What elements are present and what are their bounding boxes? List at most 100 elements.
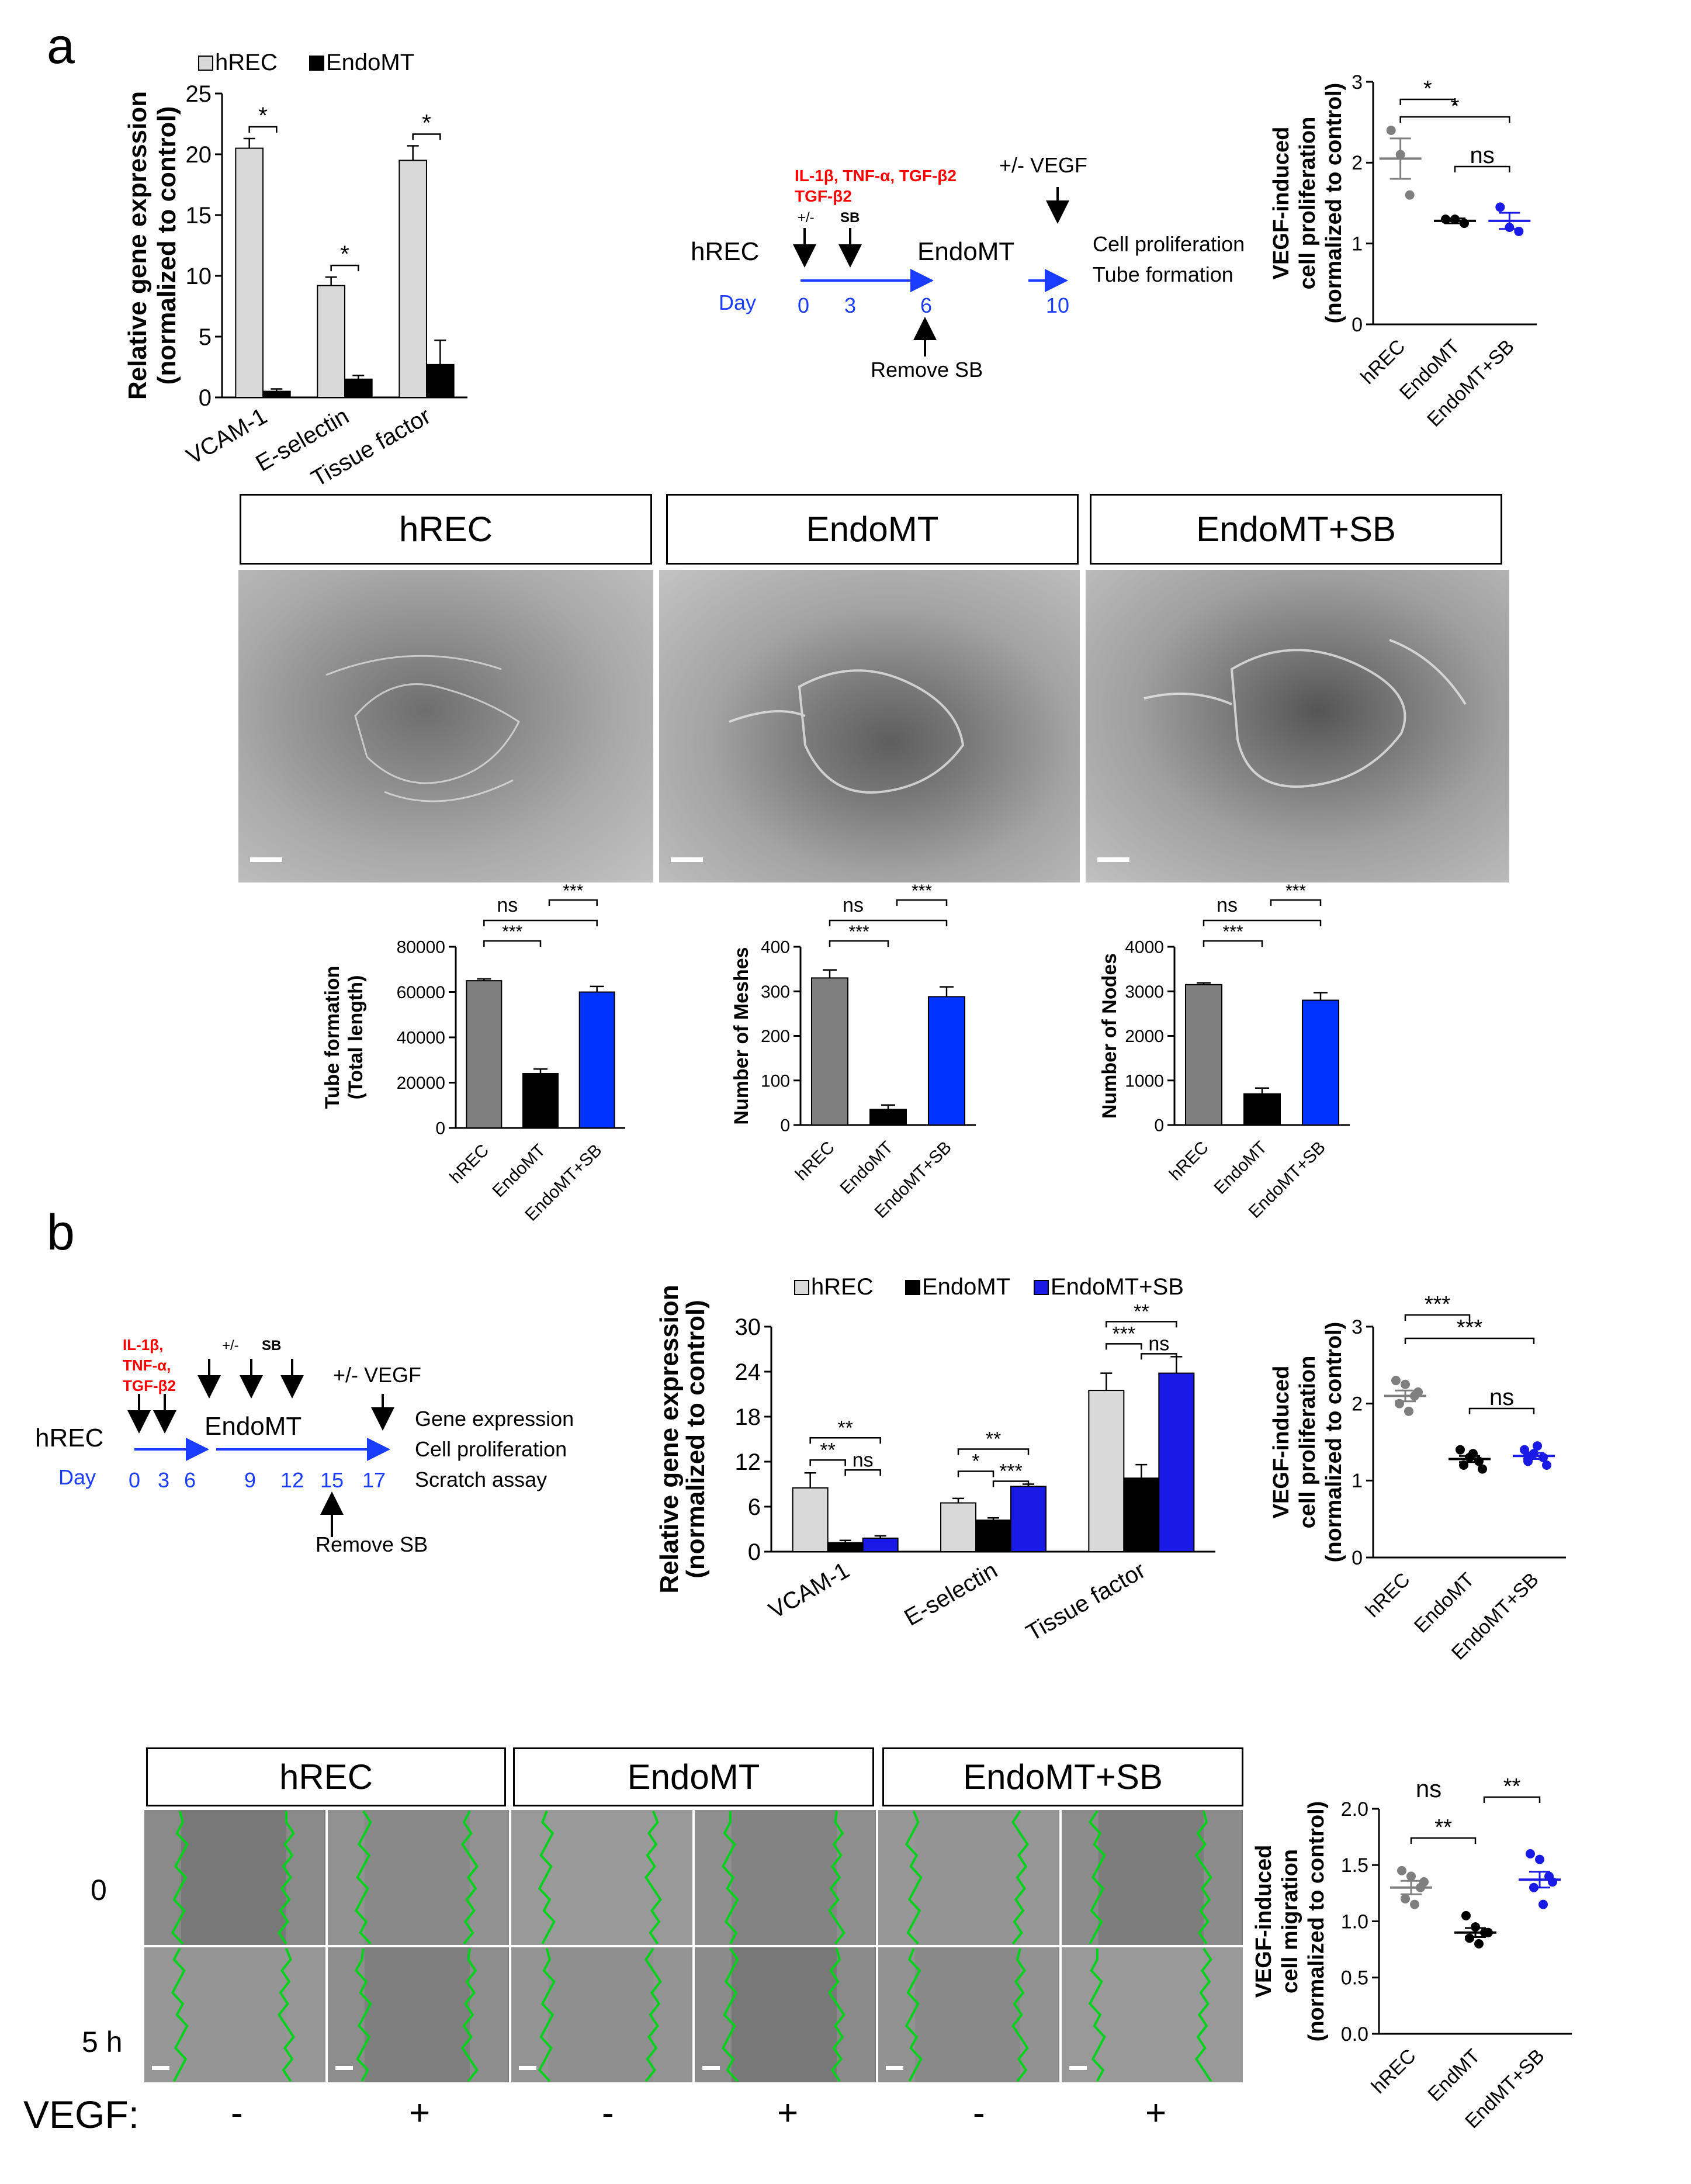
a_tube_length-category-label: hREC <box>446 1141 493 1188</box>
a_gene-sig-bracket <box>412 133 441 140</box>
schematic-b-readout-3: Scratch assay <box>415 1467 547 1491</box>
scratch-micrograph-grid <box>144 1810 1243 2082</box>
tube-micrograph-hrec <box>238 570 653 882</box>
scratch-front-line <box>1088 1948 1106 2082</box>
scratch-front-line <box>460 1948 479 2082</box>
b_gene-sig-label: * <box>972 1451 979 1473</box>
b_migration-sig-bracket <box>1410 1837 1477 1844</box>
vegf-sign-1: - <box>231 2093 243 2133</box>
b_migration-y-tick-label: 2.0 <box>1341 1798 1368 1820</box>
b_migration-data-point <box>1419 1877 1429 1887</box>
a_tube_length-y-tick-label: 60000 <box>397 983 445 1002</box>
scratch-tile <box>878 1947 1059 2082</box>
b_prolif-data-point <box>1401 1379 1410 1389</box>
vegf-sign-6: + <box>1145 2093 1167 2133</box>
b_prolif-y-tick-label: 0 <box>1352 1547 1363 1569</box>
a_nodes-y-tick-label: 1000 <box>1125 1071 1164 1091</box>
a_meshes-bar <box>869 1109 907 1126</box>
gene-expression-chart-b: 0 6 12 18 24 30 Relative gene expression(norma… <box>655 1274 1215 1646</box>
a_gene-bar <box>317 285 346 399</box>
b_migration-y-label: cell migration <box>1278 1849 1302 1993</box>
a_prolif-y-label: VEGF-induced <box>1269 127 1294 280</box>
b_gene-category-label: VCAM-1 <box>764 1557 854 1624</box>
b_migration-data-point <box>1401 1894 1410 1903</box>
scratch-front-line <box>1011 1948 1029 2082</box>
b_migration-y-tick-label: 0.0 <box>1341 2023 1368 2045</box>
a_gene-y-label: Relative gene expression <box>123 91 152 400</box>
b_prolif-data-point <box>1533 1441 1542 1451</box>
migration-chart-b: 0.0 0.5 1.0 1.5 2.0 VEGF-induced cell migratio… <box>1252 1774 1572 2133</box>
scratch-front-line <box>644 1811 662 1945</box>
scratch-cell-layer <box>511 1810 548 1945</box>
a_nodes-sig-label: *** <box>1222 922 1243 942</box>
scratch-cell-layer <box>469 1810 508 1945</box>
a_gene-y-tick-label: 0 <box>199 385 212 411</box>
a_meshes-category-label: hREC <box>792 1138 838 1185</box>
scratch-cell-layer <box>878 1810 915 1945</box>
b_prolif-sig-label: ns <box>1489 1385 1514 1410</box>
tube-label-hrec: hREC <box>240 494 652 565</box>
scratch-front-line <box>171 1811 189 1945</box>
a_nodes-sig-bracket <box>1203 940 1263 947</box>
schematic-a-start: hREC <box>691 237 759 266</box>
a_nodes-sig-label: ns <box>1217 894 1238 916</box>
a_tube_length-bar <box>578 991 615 1129</box>
schematic-b-cytokines-3: TGF-β2 <box>123 1377 176 1394</box>
b_migration-y-tick-label: 0.5 <box>1341 1967 1368 1989</box>
scratch-front-line <box>354 1948 372 2082</box>
a_meshes-y-tick-label: 0 <box>780 1116 790 1136</box>
b_migration-data-point <box>1465 1933 1474 1943</box>
b_migration-data-point <box>1538 1899 1548 1909</box>
a_gene-bar <box>426 364 455 399</box>
a_tube_length-sig-label: *** <box>563 881 583 901</box>
b_gene-category-label: Tissue factor <box>1022 1557 1150 1646</box>
scratch-front-line <box>538 1948 556 2082</box>
a_prolif-sig-bracket <box>1399 98 1456 105</box>
scale-bar <box>335 2066 353 2070</box>
b_migration-sig-label: ** <box>1503 1774 1521 1799</box>
schematic-b-day-6: 6 <box>184 1468 196 1492</box>
schematic-a: IL-1β, TNF-α, TGF-β2 TGF-β2 +/- SB hREC … <box>691 153 1245 382</box>
a_prolif-data-point <box>1405 190 1415 200</box>
scratch-front-line <box>354 1810 372 1945</box>
scratch-cell-layer <box>1020 1947 1058 2082</box>
schematic-b-day-0: 0 <box>129 1468 140 1492</box>
scratch-cell-layer <box>836 1810 875 1945</box>
a_nodes-bar <box>1302 999 1339 1126</box>
scratch-cell-layer <box>1203 1810 1242 1945</box>
b_prolif-data-point <box>1404 1406 1413 1416</box>
a_gene-sig-bracket <box>330 264 359 272</box>
a_tube_length-y-label: Tube formation <box>321 966 344 1109</box>
b_gene-legend-swatch <box>1034 1280 1049 1295</box>
schematic-a-readout-2: Tube formation <box>1093 262 1233 286</box>
schematic-b-day-label: Day <box>58 1465 96 1489</box>
a_tube_length-y-tick-label: 80000 <box>397 938 445 957</box>
a_meshes-y-tick-label: 200 <box>761 1027 790 1046</box>
schematic-a-readout-1: Cell proliferation <box>1093 232 1245 256</box>
scale-bar <box>519 2066 536 2070</box>
a_gene-y-tick-label: 15 <box>186 203 212 229</box>
a_gene-legend-label: hREC <box>215 50 278 75</box>
tube-label-endomt: EndoMT <box>666 494 1079 565</box>
schematic-b-day-15: 15 <box>320 1468 344 1492</box>
scratch-tile <box>328 1947 509 2082</box>
scratch-front-line <box>538 1811 556 1944</box>
b_gene-sig-bracket <box>844 1469 881 1476</box>
a_tube_length-sig-bracket <box>548 899 598 906</box>
schematic-b-day-17: 17 <box>362 1468 386 1492</box>
scratch-front-line <box>277 1948 295 2082</box>
a_tube_length-sig-bracket <box>483 940 542 947</box>
scratch-tile <box>695 1810 876 1945</box>
b_gene-category-label: E-selectin <box>900 1557 1002 1631</box>
b_prolif-sig-label: *** <box>1457 1316 1483 1340</box>
panel-label-b: b <box>47 1205 75 1261</box>
a_gene-y-tick-label: 20 <box>186 142 212 168</box>
schematic-a-pm: +/- <box>798 210 815 226</box>
a_prolif-y-label: cell proliferation <box>1295 117 1320 290</box>
b_prolif-sig-bracket <box>1468 1407 1535 1414</box>
a_meshes-category-label: EndoMT <box>836 1138 897 1199</box>
scratch-front-line <box>171 1948 189 2082</box>
b_gene-y-tick-label: 18 <box>735 1404 761 1430</box>
schematic-b-pm: +/- <box>222 1338 239 1354</box>
schematic-b-start: hREC <box>35 1424 103 1452</box>
